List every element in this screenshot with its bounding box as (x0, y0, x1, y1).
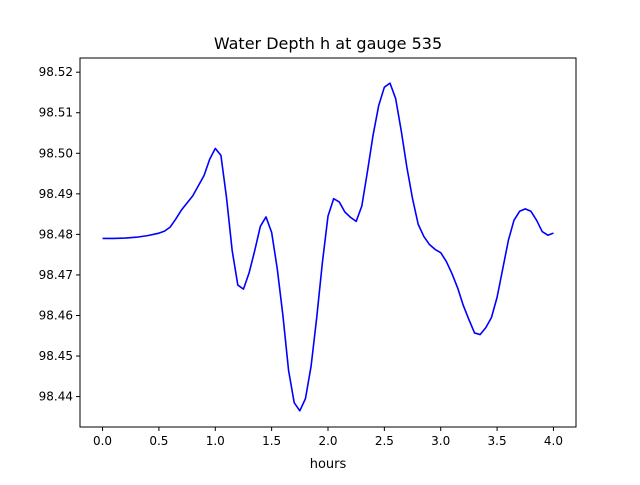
x-tick-label: 2.5 (375, 434, 394, 448)
series-line (102, 82, 554, 412)
x-tick-label: 3.0 (431, 434, 450, 448)
x-tick-label: 1.0 (206, 434, 225, 448)
x-tick-label: 0.5 (149, 434, 168, 448)
y-tick-label: 98.51 (39, 106, 73, 120)
y-tick-label: 98.50 (39, 146, 73, 160)
y-tick-label: 98.46 (39, 308, 73, 322)
y-tick-label: 98.48 (39, 227, 73, 241)
y-tick-label: 98.44 (39, 390, 73, 404)
y-tick-label: 98.45 (39, 349, 73, 363)
y-axis-ticks: 98.44 98.45 98.46 98.47 98.48 98.49 98.50 98.51… (39, 65, 80, 404)
x-axis-label: hours (310, 457, 347, 472)
x-tick-label: 0.0 (93, 434, 112, 448)
x-tick-label: 2.0 (318, 434, 337, 448)
y-tick-label: 98.52 (39, 65, 73, 79)
x-tick-label: 3.5 (488, 434, 507, 448)
y-tick-label: 98.47 (39, 268, 73, 282)
x-tick-label: 4.0 (544, 434, 563, 448)
x-tick-label: 1.5 (262, 434, 281, 448)
x-axis-ticks: 0.0 0.5 1.0 1.5 2.0 2.5 3.0 3.5 4.0 (93, 427, 563, 448)
chart-title: Water Depth h at gauge 535 (214, 34, 442, 53)
plot-area-frame (79, 57, 577, 428)
y-tick-label: 98.49 (39, 187, 73, 201)
